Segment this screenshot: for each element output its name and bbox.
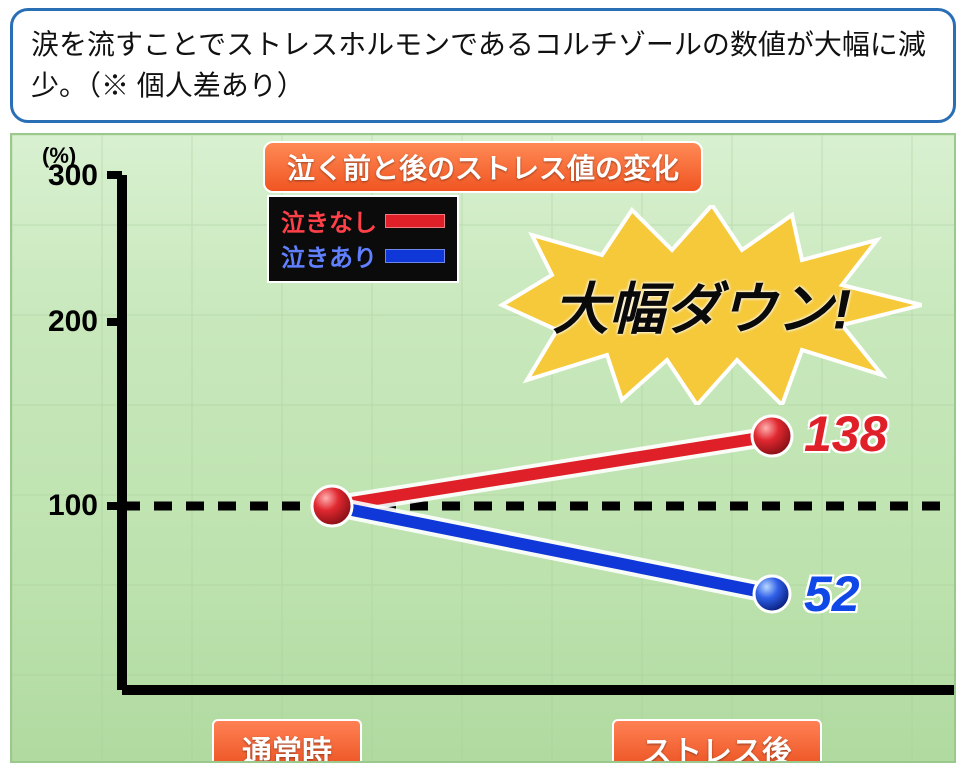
x-badge-normal-text: 通常時 (242, 736, 332, 763)
legend-box: 泣きなし 泣きあり (267, 195, 459, 283)
legend-label-no-cry: 泣きなし (281, 203, 377, 238)
starburst-callout: 大幅ダウン! (482, 205, 922, 405)
chart-title-badge: 泣く前と後のストレス値の変化 (263, 141, 703, 193)
y-tick-100: 100 (18, 489, 98, 523)
caption-box: 涙を流すことでストレスホルモンであるコルチゾールの数値が大幅に減少。（※ 個人差… (10, 8, 956, 123)
chart-title-text: 泣く前と後のストレス値の変化 (287, 153, 679, 184)
value-label-red: 138 (804, 405, 887, 463)
legend-swatch-red (385, 214, 445, 228)
chart-container: 大幅ダウン! 泣く前と後のストレス値の変化 泣きなし 泣きあり 138 52 (… (10, 133, 956, 763)
y-tick-200: 200 (18, 305, 98, 339)
x-badge-normal: 通常時 (212, 719, 362, 763)
x-badge-stress-text: ストレス後 (642, 736, 792, 763)
caption-text: 涙を流すことでストレスホルモンであるコルチゾールの数値が大幅に減少。（※ 個人差… (31, 29, 926, 101)
legend-row-cry: 泣きあり (281, 238, 445, 273)
x-badge-stress: ストレス後 (612, 719, 822, 763)
value-label-blue: 52 (804, 565, 860, 623)
y-tick-300: 300 (18, 159, 98, 193)
legend-label-cry: 泣きあり (281, 238, 377, 273)
legend-swatch-blue (385, 249, 445, 263)
starburst-text: 大幅ダウン! (553, 265, 852, 346)
legend-row-no-cry: 泣きなし (281, 203, 445, 238)
